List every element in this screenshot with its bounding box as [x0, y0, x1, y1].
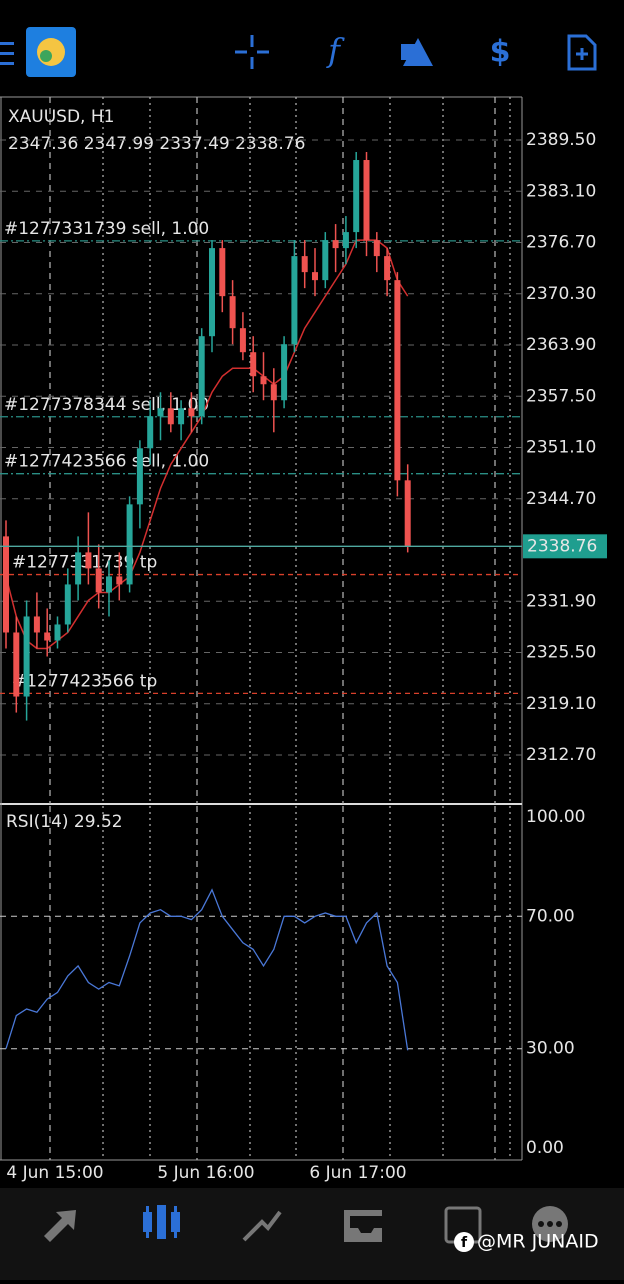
nav-quotes[interactable] [44, 1210, 76, 1242]
price-tick-label: 2357.50 [526, 386, 596, 406]
candle-body [229, 296, 236, 329]
price-tick-label: 2351.10 [526, 438, 596, 458]
order-label: #1277423566 sell, 1.00 [4, 452, 209, 472]
time-label: 5 Jun 16:00 [157, 1163, 254, 1183]
rsi-tick-label: 100.00 [526, 807, 585, 827]
rsi-line [5, 888, 409, 1051]
candle-body [147, 416, 154, 449]
candle-body [312, 272, 318, 281]
candle-body [373, 240, 380, 257]
candle-body [209, 248, 215, 337]
rsi-tick-label: 0.00 [526, 1138, 564, 1158]
current-price-box [523, 534, 607, 559]
candle-body [281, 344, 288, 401]
order-label: #1277331739 tp [12, 553, 157, 573]
candle-body [404, 480, 411, 547]
candle-body [75, 552, 82, 585]
objects-icon[interactable] [401, 38, 433, 66]
menu-icon[interactable] [0, 42, 14, 65]
price-tick-label: 2312.70 [526, 745, 596, 765]
price-tick-label: 2344.70 [526, 489, 596, 509]
candle-body [219, 248, 226, 297]
candle-body [188, 408, 195, 417]
nav-chart[interactable] [143, 1205, 180, 1239]
candle-body [178, 408, 185, 425]
price-tick-label: 2389.50 [526, 130, 596, 150]
candle-body [13, 632, 20, 697]
candle-body [342, 232, 349, 249]
candle-body [301, 256, 308, 273]
price-tick-label: 2376.70 [526, 233, 596, 253]
candle-body [167, 408, 174, 425]
rsi-tick-label: 30.00 [526, 1039, 575, 1059]
price-tick-label: 2370.30 [526, 284, 596, 304]
price-tick-label: 2331.90 [526, 591, 596, 611]
order-label: #1277423566 tp [12, 671, 157, 691]
symbols-icon[interactable]: $ [490, 35, 511, 70]
nav-chat[interactable] [532, 1206, 568, 1242]
candle-body [3, 536, 9, 633]
candle-body [394, 280, 401, 481]
candle-body [332, 240, 339, 249]
symbol: XAUUSD, H1 [8, 107, 114, 127]
candle-body [106, 576, 112, 593]
candle-body [260, 376, 267, 385]
candle-body [95, 568, 102, 593]
candle-body [33, 616, 40, 633]
order-label: #1277331739 sell, 1.00 [4, 219, 209, 239]
bottom-nav [0, 1188, 624, 1280]
candle-body [136, 448, 143, 505]
candle-body [363, 160, 370, 241]
new-order-icon[interactable] [567, 34, 597, 71]
crosshair-icon[interactable] [235, 35, 269, 69]
candle-body [353, 160, 360, 233]
candle-body [250, 352, 257, 377]
candle-body [126, 504, 133, 585]
rsi-label: RSI(14) 29.52 [6, 812, 123, 832]
candle-body [270, 384, 277, 401]
price-tick-label: 2383.10 [526, 181, 596, 201]
candle-body [157, 408, 164, 417]
candle-body [198, 336, 205, 417]
svg-text:f: f [461, 1235, 468, 1251]
svg-text:$: $ [490, 35, 511, 70]
price-tick-label: 2363.90 [526, 335, 596, 355]
candle-body [384, 256, 391, 281]
time-label: 6 Jun 17:00 [309, 1163, 406, 1183]
time-label: 4 Jun 15:00 [6, 1163, 103, 1183]
chart-area [0, 96, 523, 1161]
candle-body [54, 624, 61, 641]
candle-body [64, 584, 71, 625]
price-tick-label: 2325.50 [526, 643, 596, 663]
nav-history[interactable] [344, 1210, 382, 1242]
ohlc: 2347.36 2347.99 2337.49 2338.76 [8, 134, 305, 154]
rsi-tick-label: 70.00 [526, 906, 575, 926]
candle-body [239, 328, 246, 353]
candle-body [322, 240, 329, 281]
moving-average [5, 239, 409, 650]
watermark: f @MR JUNAID [454, 1231, 599, 1253]
nav-trade[interactable] [242, 1210, 282, 1242]
watermark-text: @MR JUNAID [477, 1231, 599, 1253]
candle-body [291, 256, 298, 345]
current-price-label: 2338.76 [527, 536, 597, 556]
price-tick-label: 2319.10 [526, 694, 596, 714]
candle-body [116, 576, 123, 585]
candle-body [44, 632, 51, 641]
candle-body [23, 616, 30, 697]
candle-body [85, 552, 92, 569]
